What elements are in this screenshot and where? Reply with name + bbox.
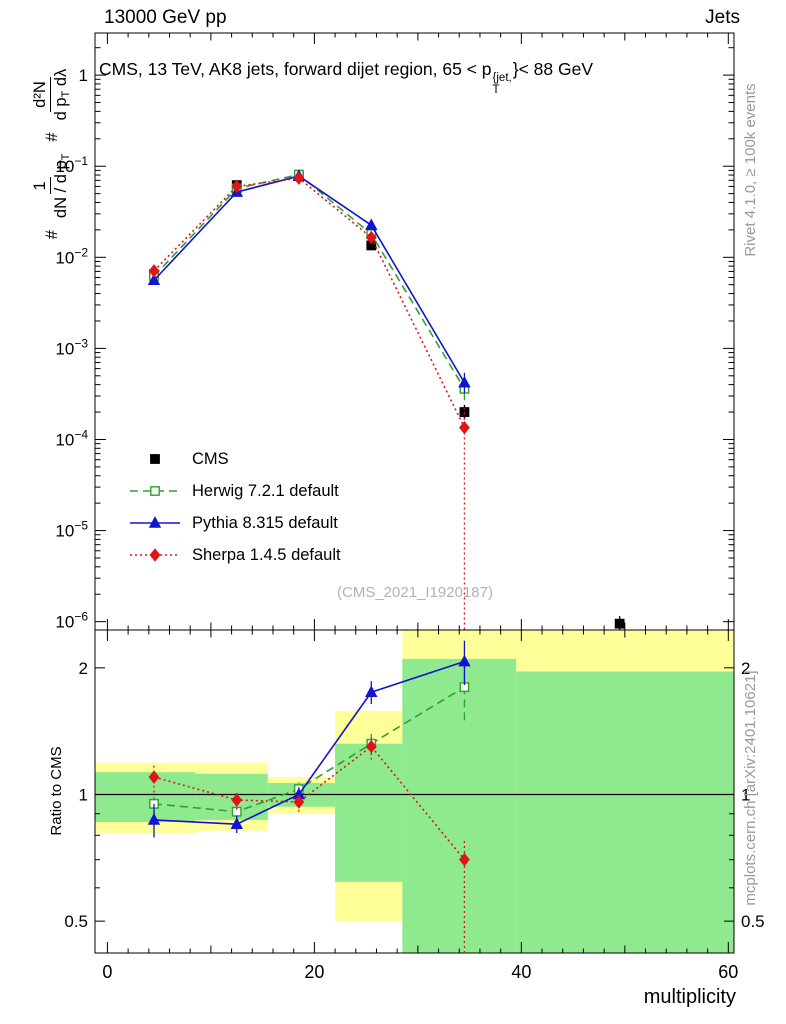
svg-text:2: 2 <box>79 659 88 678</box>
svg-text:2: 2 <box>741 659 750 678</box>
ratio-y-axis-label: Ratio to CMS <box>48 746 65 836</box>
legend-item-sherpa: Sherpa 1.4.5 default <box>127 539 341 571</box>
plot-title-suffix: }< 88 GeV <box>512 59 593 79</box>
legend-sample-pythia <box>130 516 180 528</box>
series-sherpa <box>148 171 470 630</box>
legend-item-cms: CMS <box>127 443 341 475</box>
panel-frames <box>94 32 735 954</box>
svg-text:0: 0 <box>102 962 112 982</box>
beam-energy-label: 13000 GeV pp <box>104 7 227 28</box>
legend-sample-herwig <box>130 486 180 496</box>
analysis-id-watermark: (CMS_2021_I1920187) <box>337 584 493 601</box>
uncertainty-bands <box>95 630 734 953</box>
series-sherpa <box>148 734 470 953</box>
plot-title-text: CMS, 13 TeV, AK8 jets, forward dijet reg… <box>99 59 492 79</box>
svg-text:10−4: 10−4 <box>55 427 88 449</box>
series-herwig <box>149 169 470 401</box>
fraction-numerator: d²N <box>29 77 52 112</box>
svg-text:0.5: 0.5 <box>64 912 88 931</box>
legend-label-cms: CMS <box>192 449 229 468</box>
svg-text:0.5: 0.5 <box>741 912 765 931</box>
legend-label-pythia: Pythia 8.315 default <box>192 513 338 532</box>
svg-text:1: 1 <box>79 66 88 85</box>
legend-item-herwig: Herwig 7.2.1 default <box>127 475 341 507</box>
den-subscript: T <box>60 90 73 98</box>
rivet-version-note: Rivet 4.1.0, ≥ 100k events <box>742 83 759 257</box>
svg-text:40: 40 <box>511 962 531 982</box>
series-pythia <box>147 640 471 838</box>
series-pythia <box>147 169 471 394</box>
den-text-tail: dλ <box>52 68 71 91</box>
pt-subscript: T <box>492 83 500 96</box>
svg-text:60: 60 <box>718 962 738 982</box>
pt-jet-stack: {jet, T <box>493 72 512 96</box>
legend-label-sherpa: Sherpa 1.4.5 default <box>192 545 341 564</box>
den-text: d p <box>52 97 71 121</box>
svg-text:10−6: 10−6 <box>55 610 88 632</box>
observable-group-label: Jets <box>705 7 740 28</box>
mcplots-attribution-note: mcplots.cern.ch [arXiv:2401.10621] <box>742 670 759 906</box>
den-subscript: T <box>60 153 73 161</box>
svg-text:1: 1 <box>741 785 750 804</box>
hash-symbol: # <box>42 132 61 142</box>
svg-text:1: 1 <box>79 785 88 804</box>
one-over-dndpt-fraction: 1 dN / d pT <box>29 150 74 223</box>
ratio-panel-series <box>147 640 471 953</box>
legend-sample-sherpa <box>130 548 180 562</box>
pt-superscript: {jet, <box>492 71 512 84</box>
legend-label-herwig: Herwig 7.2.1 default <box>192 481 339 500</box>
main-panel-series <box>147 169 625 630</box>
d2n-dptdlambda-fraction: d²N d pT dλ <box>29 65 74 125</box>
fraction-numerator: 1 <box>29 177 52 195</box>
den-text: dN / d p <box>52 160 71 219</box>
main-y-axis-label: # 1 dN / d pT # d²N d pT dλ <box>15 27 89 277</box>
fraction-denominator: d pT dλ <box>51 65 74 125</box>
legend-item-pythia: Pythia 8.315 default <box>127 507 341 539</box>
legend-sample-cms <box>150 454 160 464</box>
svg-text:10−3: 10−3 <box>55 336 88 358</box>
x-axis-label: multiplicity <box>643 986 736 1008</box>
svg-text:20: 20 <box>304 962 324 982</box>
hash-symbol: # <box>42 230 61 240</box>
plot-title: CMS, 13 TeV, AK8 jets, forward dijet reg… <box>99 59 593 96</box>
svg-text:10−5: 10−5 <box>55 519 88 541</box>
legend: CMS Herwig 7.2.1 default Pythia 8.315 de… <box>127 443 341 571</box>
fraction-denominator: dN / d pT <box>51 150 74 223</box>
